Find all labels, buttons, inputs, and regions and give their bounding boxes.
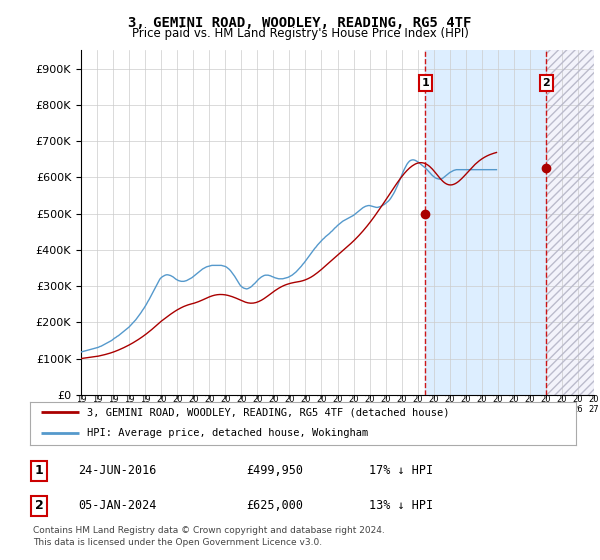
Text: 19
99: 19 99 (140, 395, 151, 414)
Text: 13% ↓ HPI: 13% ↓ HPI (369, 499, 433, 512)
Text: 19
98: 19 98 (124, 395, 134, 414)
Text: 19
95: 19 95 (76, 395, 86, 414)
Text: 20
23: 20 23 (524, 395, 535, 414)
Text: 20
05: 20 05 (236, 395, 247, 414)
Text: 20
24: 20 24 (541, 395, 551, 414)
Text: £499,950: £499,950 (246, 464, 303, 478)
Text: This data is licensed under the Open Government Licence v3.0.: This data is licensed under the Open Gov… (33, 538, 322, 547)
Text: 20
26: 20 26 (572, 395, 583, 414)
Text: 20
14: 20 14 (380, 395, 391, 414)
Bar (546, 50, 594, 395)
Text: 3, GEMINI ROAD, WOODLEY, READING, RG5 4TF: 3, GEMINI ROAD, WOODLEY, READING, RG5 4T… (128, 16, 472, 30)
Text: 2: 2 (542, 78, 550, 88)
Text: 20
25: 20 25 (557, 395, 567, 414)
Text: 20
11: 20 11 (332, 395, 343, 414)
Text: 17% ↓ HPI: 17% ↓ HPI (369, 464, 433, 478)
Text: 05-JAN-2024: 05-JAN-2024 (78, 499, 157, 512)
Text: 20
03: 20 03 (204, 395, 215, 414)
Text: 1: 1 (421, 78, 429, 88)
Text: 20
02: 20 02 (188, 395, 199, 414)
Text: 20
18: 20 18 (445, 395, 455, 414)
Text: 20
13: 20 13 (364, 395, 375, 414)
Text: 20
10: 20 10 (316, 395, 327, 414)
Text: 20
21: 20 21 (493, 395, 503, 414)
Text: 20
09: 20 09 (300, 395, 311, 414)
Text: Price paid vs. HM Land Registry's House Price Index (HPI): Price paid vs. HM Land Registry's House … (131, 27, 469, 40)
Text: 20
22: 20 22 (509, 395, 519, 414)
Bar (425, 50, 546, 395)
Text: 20
19: 20 19 (461, 395, 471, 414)
Text: 20
07: 20 07 (268, 395, 278, 414)
Text: 19
96: 19 96 (92, 395, 103, 414)
Text: 20
12: 20 12 (348, 395, 359, 414)
Text: 20
06: 20 06 (252, 395, 263, 414)
Text: 20
01: 20 01 (172, 395, 182, 414)
Text: 2: 2 (35, 499, 43, 512)
Text: 20
17: 20 17 (428, 395, 439, 414)
Text: 20
20: 20 20 (476, 395, 487, 414)
Text: 24-JUN-2016: 24-JUN-2016 (78, 464, 157, 478)
Text: 1: 1 (35, 464, 43, 478)
Text: 20
04: 20 04 (220, 395, 230, 414)
Bar (546, 50, 594, 395)
Text: 3, GEMINI ROAD, WOODLEY, READING, RG5 4TF (detached house): 3, GEMINI ROAD, WOODLEY, READING, RG5 4T… (88, 408, 450, 417)
Text: 20
15: 20 15 (397, 395, 407, 414)
Text: £625,000: £625,000 (246, 499, 303, 512)
Text: 19
97: 19 97 (108, 395, 118, 414)
Text: HPI: Average price, detached house, Wokingham: HPI: Average price, detached house, Woki… (88, 428, 368, 438)
Text: 20
08: 20 08 (284, 395, 295, 414)
Text: 20
00: 20 00 (156, 395, 166, 414)
Text: 20
27: 20 27 (589, 395, 599, 414)
Text: Contains HM Land Registry data © Crown copyright and database right 2024.: Contains HM Land Registry data © Crown c… (33, 526, 385, 535)
Text: 20
16: 20 16 (412, 395, 423, 414)
